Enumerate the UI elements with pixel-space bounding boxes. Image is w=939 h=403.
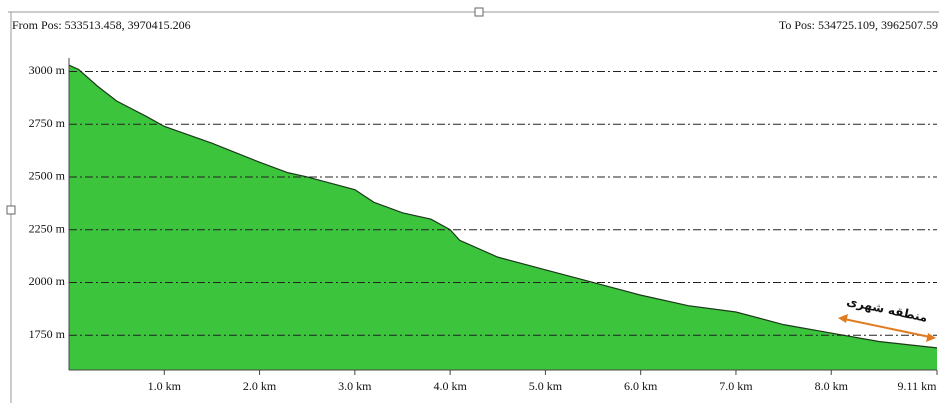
x-tick-label: 6.0 km: [624, 379, 658, 393]
y-tick-label: 3000 m: [29, 63, 66, 77]
to-label: To Pos: 534725.109, 3962507.59: [779, 18, 938, 32]
x-tick-label: 3.0 km: [338, 379, 372, 393]
x-tick-label: 5.0 km: [529, 379, 563, 393]
from-label: From Pos: 533513.458, 3970415.206: [12, 18, 191, 32]
annotation-arrow: [843, 318, 931, 338]
arrowhead: [838, 314, 848, 323]
y-tick-label: 2250 m: [29, 221, 66, 235]
profile-line: [68, 64, 938, 349]
handle: [474, 7, 484, 17]
x-tick-label: 4.0 km: [433, 379, 467, 393]
x-tick-label: 2.0 km: [243, 379, 277, 393]
x-tick-label: 8.0 km: [815, 379, 849, 393]
y-tick-label: 1750 m: [29, 327, 66, 341]
arrowhead: [926, 333, 936, 342]
x-tick-label: 1.0 km: [148, 379, 182, 393]
y-tick-label: 2000 m: [29, 274, 66, 288]
x-tick-label: 7.0 km: [719, 379, 753, 393]
y-tick-label: 2750 m: [29, 116, 66, 130]
handle: [6, 205, 16, 215]
area: [69, 65, 937, 371]
y-tick-label: 2500 m: [29, 169, 66, 183]
x-tick-label: 9.11 km: [898, 379, 938, 393]
